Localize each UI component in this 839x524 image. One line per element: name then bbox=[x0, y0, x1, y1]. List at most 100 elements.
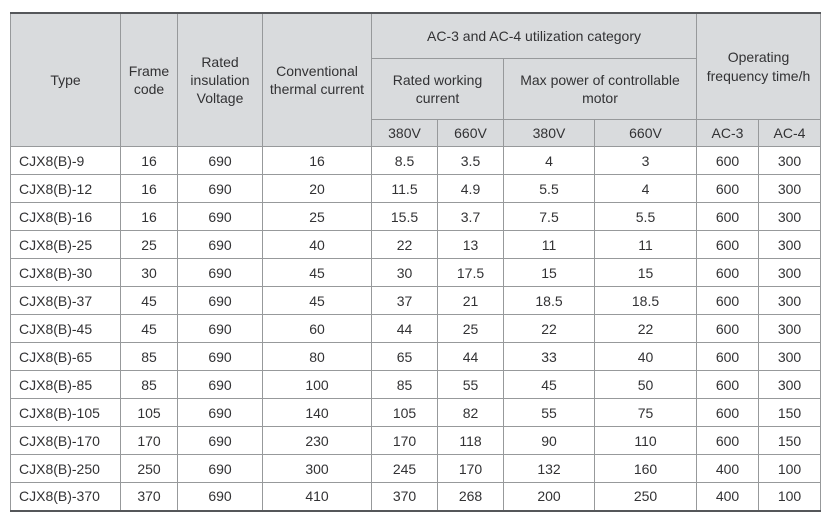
cell-max-power-380v: 18.5 bbox=[503, 286, 595, 315]
cell-freq-ac3: 600 bbox=[696, 174, 759, 203]
cell-max-power-380v: 7.5 bbox=[503, 202, 595, 231]
cell-working-current-660v: 17.5 bbox=[437, 258, 504, 287]
cell-frame-code: 105 bbox=[120, 398, 178, 427]
cell-max-power-660v: 40 bbox=[594, 342, 697, 371]
cell-max-power-660v: 110 bbox=[594, 426, 697, 455]
cell-max-power-380v: 15 bbox=[503, 258, 595, 287]
col-header-conventional-thermal-current: Conventional thermal current bbox=[262, 12, 372, 147]
cell-type: CJX8(B)-30 bbox=[10, 258, 121, 287]
cell-rated-insulation-voltage: 690 bbox=[177, 426, 263, 455]
cell-max-power-380v: 5.5 bbox=[503, 174, 595, 203]
cell-frame-code: 170 bbox=[120, 426, 178, 455]
table-row: CJX8(B)-65 85 690 80 65 44 33 40 600 300 bbox=[10, 342, 821, 371]
table-row: CJX8(B)-37 45 690 45 37 21 18.5 18.5 600… bbox=[10, 286, 821, 315]
col-header-frame-code: Frame code bbox=[120, 12, 178, 147]
cell-max-power-660v: 50 bbox=[594, 370, 697, 399]
cell-freq-ac4: 300 bbox=[758, 286, 821, 315]
cell-freq-ac3: 400 bbox=[696, 482, 759, 511]
cell-max-power-660v: 250 bbox=[594, 482, 697, 511]
col-header-rated-working-current: Rated working current bbox=[371, 58, 504, 120]
cell-rated-insulation-voltage: 690 bbox=[177, 370, 263, 399]
cell-freq-ac4: 300 bbox=[758, 146, 821, 175]
cell-freq-ac3: 600 bbox=[696, 314, 759, 343]
cell-working-current-660v: 13 bbox=[437, 230, 504, 259]
cell-freq-ac4: 150 bbox=[758, 398, 821, 427]
cell-conventional-thermal-current: 40 bbox=[262, 230, 372, 259]
cell-working-current-380v: 105 bbox=[371, 398, 438, 427]
cell-type: CJX8(B)-65 bbox=[10, 342, 121, 371]
cell-working-current-660v: 44 bbox=[437, 342, 504, 371]
table-header: Type Frame code Rated insulation Voltage… bbox=[10, 12, 821, 147]
cell-rated-insulation-voltage: 690 bbox=[177, 174, 263, 203]
cell-freq-ac3: 600 bbox=[696, 286, 759, 315]
cell-max-power-660v: 5.5 bbox=[594, 202, 697, 231]
col-header-max-power-380v: 380V bbox=[503, 119, 595, 147]
cell-working-current-380v: 44 bbox=[371, 314, 438, 343]
cell-freq-ac4: 150 bbox=[758, 426, 821, 455]
col-header-operating-frequency: Operating frequency time/h bbox=[696, 12, 821, 120]
cell-max-power-660v: 4 bbox=[594, 174, 697, 203]
cell-frame-code: 250 bbox=[120, 454, 178, 483]
cell-frame-code: 85 bbox=[120, 370, 178, 399]
cell-conventional-thermal-current: 80 bbox=[262, 342, 372, 371]
cell-conventional-thermal-current: 410 bbox=[262, 482, 372, 511]
header-row-3: 380V 660V 380V 660V AC-3 AC-4 bbox=[11, 119, 821, 147]
cell-working-current-380v: 370 bbox=[371, 482, 438, 511]
cell-working-current-660v: 118 bbox=[437, 426, 504, 455]
cell-max-power-660v: 18.5 bbox=[594, 286, 697, 315]
cell-type: CJX8(B)-105 bbox=[10, 398, 121, 427]
col-header-max-power: Max power of controllable motor bbox=[503, 58, 697, 120]
cell-rated-insulation-voltage: 690 bbox=[177, 202, 263, 231]
cell-working-current-660v: 55 bbox=[437, 370, 504, 399]
cell-max-power-380v: 200 bbox=[503, 482, 595, 511]
cell-type: CJX8(B)-370 bbox=[10, 482, 121, 511]
cell-working-current-660v: 25 bbox=[437, 314, 504, 343]
cell-working-current-380v: 15.5 bbox=[371, 202, 438, 231]
header-row-2: Rated working current Max power of contr… bbox=[11, 58, 821, 120]
cell-max-power-660v: 11 bbox=[594, 230, 697, 259]
spec-table-body: CJX8(B)-9 16 690 16 8.5 3.5 4 3 600 300 … bbox=[10, 146, 821, 511]
cell-rated-insulation-voltage: 690 bbox=[177, 230, 263, 259]
cell-frame-code: 25 bbox=[120, 230, 178, 259]
col-header-working-current-660v: 660V bbox=[437, 119, 504, 147]
cell-type: CJX8(B)-37 bbox=[10, 286, 121, 315]
cell-working-current-660v: 21 bbox=[437, 286, 504, 315]
cell-working-current-380v: 8.5 bbox=[371, 146, 438, 175]
cell-working-current-380v: 37 bbox=[371, 286, 438, 315]
cell-type: CJX8(B)-45 bbox=[10, 314, 121, 343]
cell-rated-insulation-voltage: 690 bbox=[177, 482, 263, 511]
cell-max-power-380v: 132 bbox=[503, 454, 595, 483]
cell-conventional-thermal-current: 100 bbox=[262, 370, 372, 399]
cell-max-power-380v: 55 bbox=[503, 398, 595, 427]
cell-freq-ac4: 300 bbox=[758, 174, 821, 203]
cell-working-current-660v: 3.7 bbox=[437, 202, 504, 231]
cell-freq-ac4: 300 bbox=[758, 202, 821, 231]
cell-working-current-660v: 170 bbox=[437, 454, 504, 483]
cell-freq-ac4: 300 bbox=[758, 314, 821, 343]
cell-freq-ac3: 400 bbox=[696, 454, 759, 483]
cell-frame-code: 16 bbox=[120, 174, 178, 203]
cell-type: CJX8(B)-170 bbox=[10, 426, 121, 455]
cell-freq-ac3: 600 bbox=[696, 258, 759, 287]
table-row: CJX8(B)-370 370 690 410 370 268 200 250 … bbox=[10, 482, 821, 511]
cell-working-current-660v: 268 bbox=[437, 482, 504, 511]
cell-rated-insulation-voltage: 690 bbox=[177, 398, 263, 427]
table-row: CJX8(B)-85 85 690 100 85 55 45 50 600 30… bbox=[10, 370, 821, 399]
cell-rated-insulation-voltage: 690 bbox=[177, 342, 263, 371]
cell-max-power-660v: 22 bbox=[594, 314, 697, 343]
cell-max-power-660v: 15 bbox=[594, 258, 697, 287]
cell-working-current-380v: 22 bbox=[371, 230, 438, 259]
table-row: CJX8(B)-105 105 690 140 105 82 55 75 600… bbox=[10, 398, 821, 427]
table-row: CJX8(B)-45 45 690 60 44 25 22 22 600 300 bbox=[10, 314, 821, 343]
cell-rated-insulation-voltage: 690 bbox=[177, 258, 263, 287]
table-row: CJX8(B)-250 250 690 300 245 170 132 160 … bbox=[10, 454, 821, 483]
cell-max-power-660v: 75 bbox=[594, 398, 697, 427]
cell-freq-ac3: 600 bbox=[696, 398, 759, 427]
cell-rated-insulation-voltage: 690 bbox=[177, 146, 263, 175]
cell-freq-ac3: 600 bbox=[696, 342, 759, 371]
cell-freq-ac4: 300 bbox=[758, 230, 821, 259]
cell-freq-ac4: 300 bbox=[758, 342, 821, 371]
cell-max-power-380v: 33 bbox=[503, 342, 595, 371]
cell-type: CJX8(B)-12 bbox=[10, 174, 121, 203]
cell-rated-insulation-voltage: 690 bbox=[177, 314, 263, 343]
